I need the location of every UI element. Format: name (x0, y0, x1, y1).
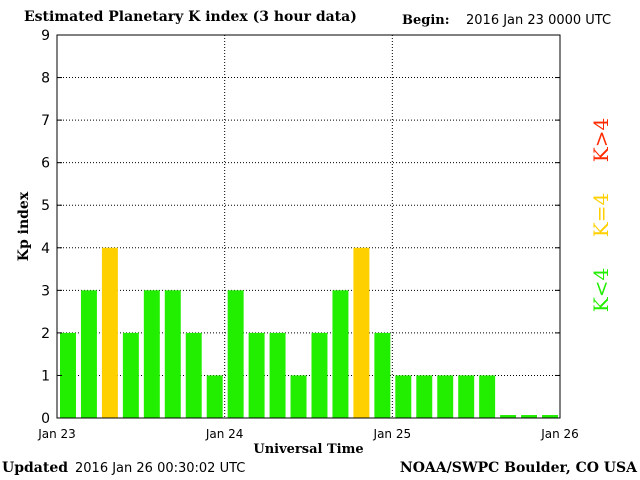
kp-bar (521, 415, 538, 418)
credit-text: NOAA/SWPC Boulder, CO USA (399, 460, 637, 476)
kp-bar (479, 375, 496, 418)
y-tick-label: 2 (41, 326, 50, 342)
kp-bar (185, 332, 202, 418)
kp-bar (269, 332, 286, 418)
kp-bar (227, 290, 244, 418)
kp-bar (437, 375, 454, 418)
y-tick-label: 4 (41, 241, 50, 257)
x-axis-label: Universal Time (253, 442, 363, 457)
kp-bar (248, 332, 265, 418)
chart-title: Estimated Planetary K index (3 hour data… (24, 9, 357, 25)
kp-bar (458, 375, 475, 418)
legend-item: K<4 (589, 268, 613, 312)
kp-bar (122, 332, 139, 418)
begin-label: Begin: (402, 13, 450, 28)
kp-bar (206, 375, 223, 418)
legend-item: K>4 (589, 118, 613, 162)
kp-bar (353, 247, 370, 418)
x-tick-label: Jan 26 (540, 427, 579, 441)
x-tick-label: Jan 23 (37, 427, 76, 441)
kp-bar (80, 290, 97, 418)
updated-label: Updated (2, 460, 69, 476)
y-tick-label: 3 (41, 283, 50, 299)
x-tick-label: Jan 24 (205, 427, 244, 441)
y-axis-label: Kp index (16, 191, 32, 261)
kp-bar (101, 247, 118, 418)
y-tick-label: 1 (41, 368, 50, 384)
kp-bar (395, 375, 412, 418)
kp-bar (143, 290, 160, 418)
kp-bar (500, 415, 517, 418)
y-tick-label: 8 (41, 71, 50, 87)
kp-bar (332, 290, 349, 418)
y-tick-label: 9 (41, 28, 50, 44)
plot-frame (56, 34, 561, 419)
kp-bar (311, 332, 328, 418)
y-tick-label: 0 (41, 411, 50, 427)
kp-bar (164, 290, 181, 418)
y-tick-label: 6 (41, 156, 50, 172)
begin-value: 2016 Jan 23 0000 UTC (466, 13, 612, 28)
kp-bar (374, 332, 391, 418)
updated-timestamp: 2016 Jan 26 00:30:02 UTC (75, 461, 246, 476)
x-tick-label: Jan 25 (373, 427, 412, 441)
kp-bar (416, 375, 433, 418)
y-tick-label: 5 (41, 198, 50, 214)
y-tick-label: 7 (41, 113, 50, 129)
kp-bar (542, 415, 558, 418)
kp-bar (60, 332, 76, 418)
kp-bar (290, 375, 307, 418)
legend-item: K=4 (589, 193, 613, 237)
